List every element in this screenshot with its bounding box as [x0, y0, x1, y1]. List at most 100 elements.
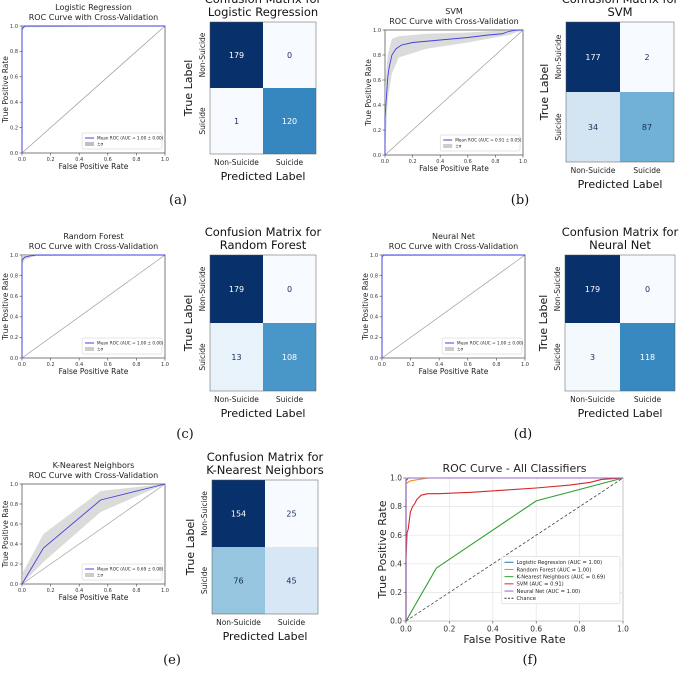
- roc_nn-legend-swatch: [445, 347, 455, 351]
- cm_rf-ylabel: True Label: [182, 295, 195, 353]
- roc_lr-ytick-label: 0.8: [10, 49, 18, 55]
- roc_knn-xtick-label: 0.0: [18, 588, 26, 594]
- cm_knn-cell-1-0: [212, 547, 265, 614]
- roc_svm-legend: [439, 134, 521, 152]
- cm_knn-cell-value-1-1: 45: [286, 577, 296, 586]
- roc_lr-ytick-label: 0.2: [10, 125, 18, 131]
- roc_nn-ylabel: True Positive Rate: [361, 273, 370, 341]
- roc_svm-xtick-label: 0.4: [436, 159, 444, 165]
- cm_nn-ytick-label: Non-Suicide: [553, 266, 562, 311]
- roc_svm-xtick-label: 1.0: [519, 159, 527, 165]
- roc_rf-ylabel: True Positive Rate: [1, 273, 10, 341]
- roc_rf-ytick-label: 0.4: [10, 315, 18, 321]
- roc_nn-series-0: [381, 254, 525, 358]
- roc_knn-ylabel: True Positive Rate: [1, 500, 10, 568]
- roc_knn-ytick-label: 0.0: [10, 582, 18, 588]
- roc_knn-xtick-label: 0.6: [104, 588, 112, 594]
- roc_nn-legend-label: Mean ROC (AUC = 1.00 ± 0.00): [457, 340, 524, 345]
- cm_nn-cell-0-0: [565, 255, 620, 323]
- cm_rf-ytick-label: Non-Suicide: [198, 266, 207, 311]
- roc_rf-xtick-label: 0.4: [75, 362, 83, 368]
- roc_all-ylabel: True Positive Rate: [376, 500, 389, 599]
- cm_svm-cell-0-0: [566, 22, 620, 92]
- panel-label-c: (c): [176, 427, 193, 442]
- cm_nn-ylabel: True Label: [537, 295, 550, 353]
- roc_svm-title-line: ROC Curve with Cross-Validation: [389, 17, 519, 26]
- roc_svm-series-0: [384, 29, 523, 155]
- roc_svm-ytick-label: 0.0: [373, 153, 381, 159]
- cm_rf-xtick-label: Suicide: [276, 395, 304, 404]
- roc_nn-xlabel: False Positive Rate: [419, 367, 489, 376]
- roc_rf-title-line: ROC Curve with Cross-Validation: [29, 242, 159, 251]
- roc_svm-xtick-label: 0.2: [409, 159, 417, 165]
- roc_lr-ytick-label: 0.6: [10, 75, 18, 81]
- roc_rf-xlabel: False Positive Rate: [59, 367, 129, 376]
- roc_svm-ytick-label: 0.2: [373, 128, 381, 134]
- cm_nn-title-line: Confusion Matrix for: [562, 225, 679, 239]
- roc_knn-ytick-label: 0.8: [10, 502, 18, 508]
- roc_nn-legend: [441, 337, 523, 355]
- cm_rf-cell-0-1: [263, 255, 316, 323]
- roc_nn-xtick-label: 0.8: [492, 362, 500, 368]
- cm_svm-xtick-label: Suicide: [633, 166, 661, 175]
- roc_all-chance-line: [405, 477, 624, 622]
- cm_svm-cell-1-1: [620, 92, 674, 162]
- roc_rf-xtick-label: 0.0: [18, 362, 26, 368]
- cm_knn-cell-0-0: [212, 480, 265, 547]
- roc_lr-xtick-label: 0.6: [104, 157, 112, 163]
- roc_all-ytick-label: 0.8: [390, 502, 402, 511]
- roc_knn-legend: [81, 563, 163, 581]
- cm_svm-xlabel: Predicted Label: [578, 178, 663, 191]
- cm_rf-xtick-label: Non-Suicide: [214, 395, 259, 404]
- cm_rf-cell-1-0: [210, 323, 263, 391]
- roc_lr-xlabel: False Positive Rate: [59, 162, 129, 171]
- roc_knn-legend-label: ±σ: [97, 572, 104, 577]
- roc_all-legend-label: Neural Net (AUC = 1.00): [516, 589, 580, 595]
- cm_rf-cell-value-1-0: 13: [231, 353, 241, 362]
- roc_lr-ytick-label: 0.0: [10, 151, 18, 157]
- roc_lr-xtick-label: 0.4: [75, 157, 83, 163]
- cm_rf-xlabel: Predicted Label: [221, 407, 306, 420]
- roc_lr-xtick-label: 0.2: [47, 157, 55, 163]
- roc_all-chart: ROC Curve - All Classifiers 0.0 0.2 0.4 0.6 0…: [376, 462, 629, 646]
- roc_all-title-line: ROC Curve - All Classifiers: [443, 462, 587, 475]
- cm_lr-ylabel: True Label: [182, 60, 195, 118]
- cm_svm-title-line: SVM: [607, 5, 632, 19]
- roc_lr-std-band: [22, 26, 165, 32]
- roc_knn-title-line: K-Nearest Neighbors: [53, 461, 135, 470]
- roc_rf-ytick-label: 1.0: [10, 253, 18, 259]
- roc_lr-title-line: ROC Curve with Cross-Validation: [29, 13, 159, 22]
- roc_lr-xtick-label: 1.0: [161, 157, 169, 163]
- roc_svm-ytick-label: 0.6: [373, 78, 381, 84]
- roc_nn-ytick-label: 0.4: [370, 315, 378, 321]
- roc_rf-ytick-label: 0.8: [10, 273, 18, 279]
- cm_rf-cell-1-1: [263, 323, 316, 391]
- roc_nn-std-band: [382, 255, 525, 261]
- roc_knn-xlabel: False Positive Rate: [59, 593, 129, 602]
- roc_all-xlabel: False Positive Rate: [463, 633, 565, 646]
- cm_nn-cell-1-0: [565, 323, 620, 391]
- roc_nn-legend-label: ±σ: [457, 346, 464, 351]
- cm_nn-cell-1-1: [620, 323, 675, 391]
- cm_knn-cell-value-1-0: 76: [233, 577, 243, 586]
- cm_knn-xtick-label: Non-Suicide: [216, 618, 261, 627]
- panel-labels: (a) (b) (c) (d) (e) (f): [163, 193, 537, 668]
- cm_lr-xtick-label: Suicide: [276, 158, 304, 167]
- roc_svm-xtick-label: 0.8: [491, 159, 499, 165]
- roc_all-legend-label: Random Forest (AUC = 1.00): [516, 567, 591, 573]
- roc_lr-ylabel: True Positive Rate: [1, 56, 10, 124]
- roc_nn-xtick-label: 0.6: [464, 362, 472, 368]
- cm_lr-xlabel: Predicted Label: [221, 170, 306, 183]
- roc_svm-xlabel: False Positive Rate: [419, 164, 489, 173]
- cm_svm-ytick-label: Suicide: [554, 113, 563, 141]
- cm_knn-ylabel: True Label: [184, 519, 197, 577]
- roc_nn-title-line: Neural Net: [432, 232, 475, 241]
- roc_knn-std-band: [22, 484, 165, 584]
- roc_lr-legend-label: ±σ: [97, 141, 104, 146]
- roc_lr-title-line: Logistic Regression: [55, 3, 132, 12]
- roc_knn-ytick-label: 0.2: [10, 562, 18, 568]
